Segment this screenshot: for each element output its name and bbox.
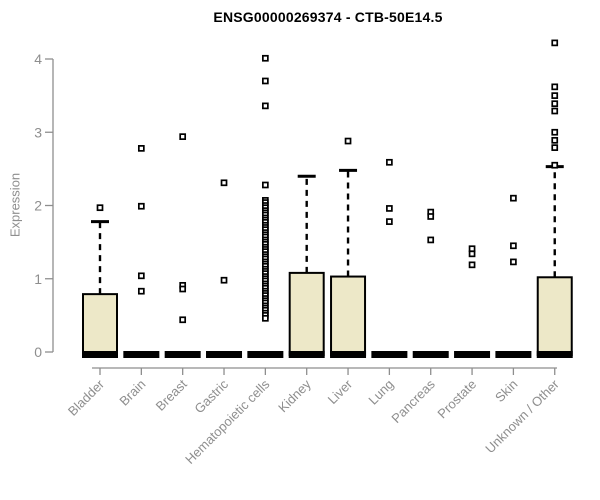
outlier-point [179, 285, 187, 293]
y-tick-label: 1 [34, 271, 42, 287]
outlier-point [468, 250, 476, 258]
median-bar [288, 351, 325, 358]
median-bar [330, 351, 367, 358]
x-category-label: Brain [116, 377, 148, 409]
x-category-label: Liver [325, 376, 356, 407]
median-bar [412, 351, 449, 358]
outlier-point [262, 181, 269, 189]
box [536, 276, 573, 356]
x-category-label: Unknown / Other [482, 376, 562, 456]
outlier-point [427, 213, 435, 220]
outlier-point [262, 54, 269, 62]
outlier-point [262, 77, 269, 85]
box [288, 271, 325, 357]
outlier-point [96, 204, 104, 212]
outlier-point [179, 133, 187, 140]
outlier-point [179, 316, 187, 324]
y-tick-label: 2 [34, 198, 42, 214]
x-category-label: Pancreas [388, 376, 438, 426]
median-bar [164, 351, 201, 358]
box [82, 293, 118, 357]
outlier-point [220, 179, 228, 187]
outlier-point [137, 287, 145, 295]
outlier-point [220, 276, 228, 284]
outlier-point [386, 158, 393, 166]
chart-title: ENSG00000269374 - CTB-50E14.5 [213, 9, 443, 25]
x-category-label: Prostate [434, 377, 479, 422]
x-category-label: Lung [365, 377, 396, 408]
median-bar [247, 351, 284, 358]
y-tick-label: 4 [34, 51, 42, 67]
x-category-label: Kidney [275, 376, 314, 415]
median-bar [123, 351, 160, 358]
outlier-point [386, 218, 393, 225]
x-category-label: Breast [153, 376, 190, 413]
x-category-label: Bladder [65, 376, 108, 419]
outlier-point [551, 39, 559, 47]
outlier-point [551, 161, 559, 169]
outlier-point [262, 314, 269, 322]
outlier-point [137, 202, 145, 210]
median-bar [206, 351, 243, 358]
outlier-point [510, 242, 517, 250]
outlier-point [551, 83, 559, 91]
outlier-point [551, 107, 559, 115]
outlier-point [551, 144, 559, 151]
median-bar [495, 351, 532, 358]
x-category-label: Gastric [191, 376, 231, 416]
outlier-point [344, 137, 352, 145]
outlier-point [137, 145, 145, 152]
x-category-label: Skin [492, 377, 520, 405]
outlier-point [551, 92, 559, 99]
outlier-point [510, 194, 517, 202]
median-bar [536, 351, 573, 358]
outlier-point [468, 261, 476, 269]
median-bar [371, 351, 408, 358]
box [330, 275, 367, 356]
outlier-point [551, 136, 559, 144]
outlier-point [427, 236, 435, 244]
outlier-point [262, 102, 269, 110]
median-bar [454, 351, 491, 358]
outlier-point [137, 272, 145, 280]
outlier-point [551, 100, 559, 108]
y-tick-label: 0 [34, 344, 42, 360]
outlier-point [551, 128, 559, 136]
outlier-point [386, 205, 393, 212]
outlier-point [510, 258, 517, 266]
outlier-point [468, 245, 476, 253]
median-bar [82, 351, 118, 358]
y-tick-label: 3 [34, 124, 42, 140]
